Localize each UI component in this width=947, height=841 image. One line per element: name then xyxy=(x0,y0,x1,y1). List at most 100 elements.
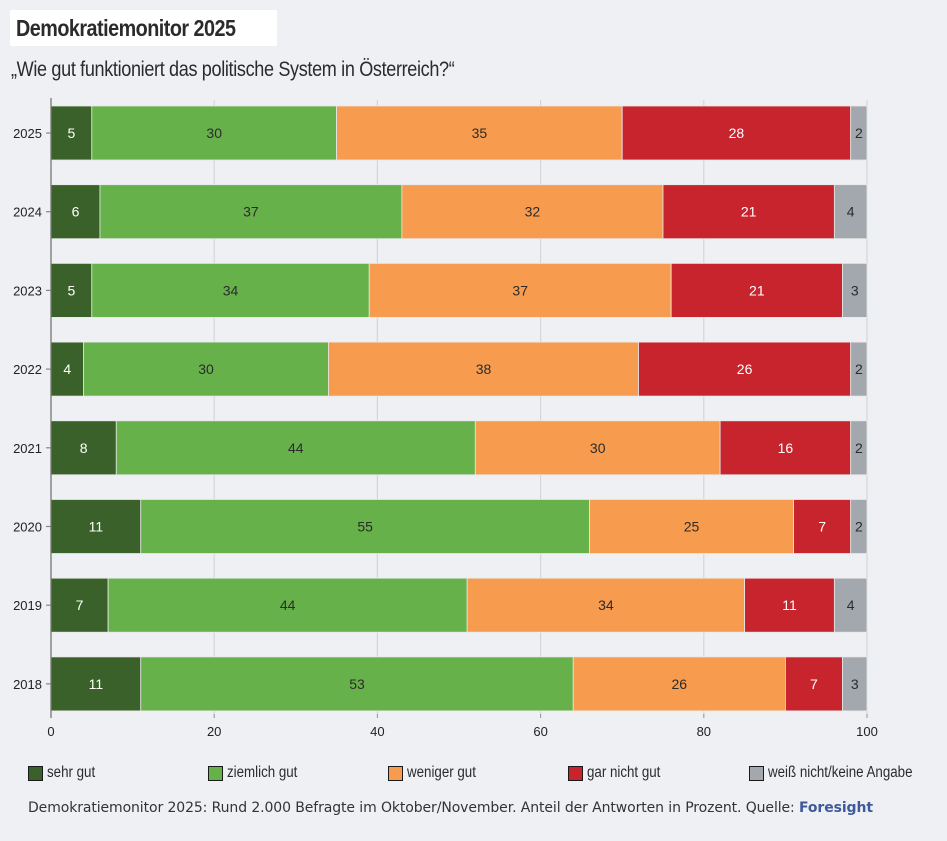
bar-segment xyxy=(638,341,852,397)
legend-label: ziemlich gut xyxy=(227,764,298,781)
data-label: 6 xyxy=(72,204,80,220)
data-label: 32 xyxy=(525,204,541,220)
legend-label: weniger gut xyxy=(407,764,476,781)
data-label: 2 xyxy=(855,440,863,456)
x-tick-label: 60 xyxy=(533,724,547,739)
bar-segment xyxy=(842,262,868,318)
bar-segment xyxy=(99,184,403,240)
bar-segment xyxy=(50,105,93,161)
bar-segment xyxy=(140,656,574,712)
data-label: 25 xyxy=(684,519,700,535)
data-label: 44 xyxy=(280,597,296,613)
data-label: 7 xyxy=(76,597,84,613)
bar-segment xyxy=(744,577,835,633)
bar-segment xyxy=(474,420,721,476)
x-tick-label: 40 xyxy=(370,724,384,739)
bar-segment xyxy=(621,105,852,161)
legend-item: sehr gut xyxy=(28,764,103,782)
legend-swatch xyxy=(749,765,764,781)
bar-segment xyxy=(50,341,85,397)
legend-item: weniger gut xyxy=(388,764,487,782)
bar-segment xyxy=(50,656,142,712)
data-label: 26 xyxy=(672,676,688,692)
stacked-bar-chart: 5 30 35 28 26 37 32 21 45 34 37 21 34 30 38 26 28 44 30 16 2… xyxy=(13,98,878,739)
bar-segment xyxy=(91,262,370,318)
y-tick-label: 2020 xyxy=(13,520,42,535)
data-label: 26 xyxy=(737,361,753,377)
data-label: 35 xyxy=(472,125,488,141)
data-label: 11 xyxy=(782,597,797,613)
legend-swatch xyxy=(208,765,223,781)
legend-swatch xyxy=(568,765,583,781)
bar-segment xyxy=(368,262,672,318)
x-tick-label: 100 xyxy=(856,724,878,739)
data-label: 37 xyxy=(512,282,528,298)
title-box: Demokratiemonitor 2025 xyxy=(10,10,278,46)
data-label: 37 xyxy=(243,204,259,220)
bar-segment xyxy=(833,184,868,240)
bar-segment xyxy=(466,577,746,633)
data-label: 53 xyxy=(349,676,365,692)
bar-segment xyxy=(401,184,664,240)
legend-label: weiß nicht/keine Angabe xyxy=(768,764,913,781)
bars: 5 30 35 28 26 37 32 21 45 34 37 21 34 30 38 26 28 44 30 16 2… xyxy=(50,105,868,712)
footer-text: Demokratiemonitor 2025: Rund 2.000 Befra… xyxy=(28,800,800,816)
data-label: 30 xyxy=(198,361,214,377)
y-tick-label: 2019 xyxy=(13,598,42,613)
data-label: 34 xyxy=(223,282,239,298)
bar-segment xyxy=(572,656,786,712)
bar-segment xyxy=(50,499,142,554)
footer-note: Demokratiemonitor 2025: Rund 2.000 Befra… xyxy=(28,800,873,816)
data-label: 8 xyxy=(80,440,88,456)
y-tick-label: 2022 xyxy=(13,362,42,377)
data-label: 2 xyxy=(855,361,863,377)
legend-label: sehr gut xyxy=(47,764,96,781)
bar-segment xyxy=(662,184,835,240)
bar-segment xyxy=(50,420,117,476)
bar-segment xyxy=(850,105,868,161)
data-label: 7 xyxy=(810,676,818,692)
data-label: 30 xyxy=(590,440,606,456)
data-label: 4 xyxy=(847,597,855,613)
data-label: 4 xyxy=(847,204,855,220)
legend-item: ziemlich gut xyxy=(208,764,309,782)
data-label: 11 xyxy=(89,676,104,692)
axes: 0 20 40 60 80 100 2025 2024 2023 2022 2021 2020 2019… xyxy=(13,98,878,739)
legend: sehr gut ziemlich gut weniger gut gar nicht… xyxy=(0,764,947,786)
legend-swatch xyxy=(388,765,403,781)
y-tick-label: 2018 xyxy=(13,677,42,692)
legend-swatch xyxy=(28,765,43,781)
data-label: 34 xyxy=(598,597,614,613)
bar-segment xyxy=(850,420,868,476)
data-label: 28 xyxy=(729,125,745,141)
data-label: 4 xyxy=(63,361,71,377)
bar-segment xyxy=(719,420,852,476)
chart-title: Demokratiemonitor 2025 xyxy=(16,14,236,41)
bar-segment xyxy=(83,341,329,397)
bar-segment xyxy=(91,105,338,161)
footer-source: Foresight xyxy=(799,800,873,816)
data-label: 2 xyxy=(855,519,863,535)
legend-item: weiß nicht/keine Angabe xyxy=(749,764,936,782)
bar-segment xyxy=(850,341,868,397)
data-label: 2 xyxy=(855,125,863,141)
bar-segment xyxy=(793,499,852,554)
data-label: 44 xyxy=(288,440,304,456)
chart-subtitle: „Wie gut funktioniert das politische Sys… xyxy=(11,58,455,81)
y-tick-label: 2023 xyxy=(13,283,42,298)
bar-segment xyxy=(336,105,623,161)
data-label: 5 xyxy=(68,282,76,298)
data-label: 30 xyxy=(206,125,222,141)
legend-item: gar nicht gut xyxy=(568,764,672,782)
data-label: 55 xyxy=(357,519,373,535)
y-tick-label: 2025 xyxy=(13,126,42,141)
data-label: 5 xyxy=(68,125,76,141)
data-label: 7 xyxy=(818,519,826,535)
bar-segment xyxy=(850,499,868,554)
y-tick-label: 2024 xyxy=(13,205,42,220)
bar-segment xyxy=(115,420,476,476)
bar-segment xyxy=(842,656,868,712)
bar-segment xyxy=(833,577,868,633)
x-tick-label: 0 xyxy=(47,724,54,739)
y-tick-label: 2021 xyxy=(13,441,42,456)
